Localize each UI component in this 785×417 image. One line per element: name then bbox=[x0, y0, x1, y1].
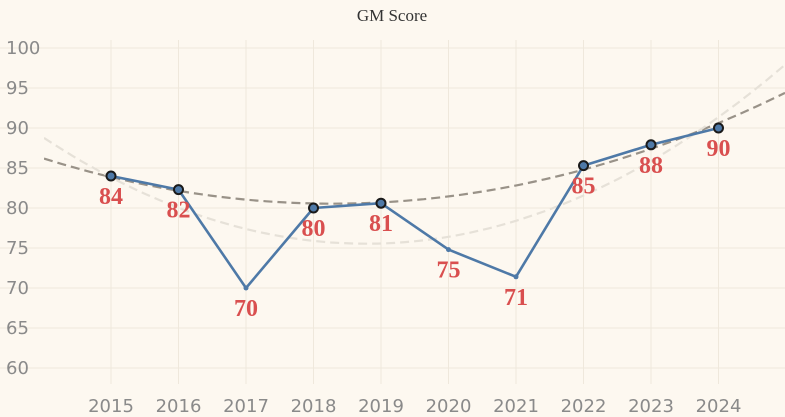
x-tick-label: 2019 bbox=[358, 396, 404, 417]
y-tick-label: 65 bbox=[6, 318, 29, 339]
x-tick-label: 2023 bbox=[628, 396, 674, 417]
x-tick-label: 2022 bbox=[561, 396, 607, 417]
data-point bbox=[105, 170, 117, 182]
data-label: 85 bbox=[572, 174, 596, 200]
x-tick-label: 2016 bbox=[156, 396, 202, 417]
data-point bbox=[713, 122, 724, 134]
x-axis: 2015 2016 2017 2018 2019 2020 2021 2022 2023 2024 bbox=[88, 396, 741, 417]
y-tick-label: 95 bbox=[6, 78, 29, 99]
y-tick-label: 80 bbox=[6, 198, 29, 219]
data-point bbox=[645, 139, 657, 151]
y-tick-label: 90 bbox=[6, 118, 29, 139]
y-tick-label: 100 bbox=[6, 38, 40, 59]
data-label: 75 bbox=[437, 258, 461, 284]
chart-title: GM Score bbox=[357, 6, 427, 25]
x-tick-label: 2017 bbox=[223, 396, 269, 417]
x-tick-label: 2021 bbox=[493, 396, 539, 417]
y-tick-label: 85 bbox=[6, 158, 29, 179]
data-point bbox=[308, 202, 319, 214]
x-tick-label: 2024 bbox=[696, 396, 742, 417]
data-labels: 84 82 70 80 81 75 71 85 88 90 bbox=[99, 136, 731, 322]
data-point bbox=[578, 160, 589, 172]
y-tick-label: 75 bbox=[6, 238, 29, 259]
data-point bbox=[243, 285, 249, 291]
data-point bbox=[513, 274, 519, 280]
y-tick-label: 60 bbox=[6, 358, 29, 379]
data-point bbox=[375, 197, 387, 209]
data-point bbox=[173, 184, 184, 196]
x-tick-label: 2018 bbox=[291, 396, 337, 417]
data-label: 80 bbox=[302, 216, 326, 242]
trendline bbox=[44, 63, 785, 245]
data-point bbox=[446, 247, 451, 253]
series bbox=[105, 122, 724, 291]
data-label: 84 bbox=[99, 184, 123, 210]
trendline bbox=[44, 91, 785, 205]
y-tick-label: 70 bbox=[6, 278, 29, 299]
y-axis: 60 65 70 75 80 85 90 95 100 bbox=[6, 38, 40, 379]
data-label: 82 bbox=[167, 198, 191, 224]
data-label: 71 bbox=[504, 285, 528, 311]
data-label: 90 bbox=[707, 136, 731, 162]
trendlines bbox=[44, 63, 785, 245]
data-label: 81 bbox=[369, 211, 393, 237]
data-label: 88 bbox=[639, 153, 663, 179]
series-line bbox=[110, 126, 719, 290]
x-tick-label: 2015 bbox=[88, 396, 134, 417]
x-tick-label: 2020 bbox=[426, 396, 472, 417]
data-label: 70 bbox=[234, 296, 258, 322]
